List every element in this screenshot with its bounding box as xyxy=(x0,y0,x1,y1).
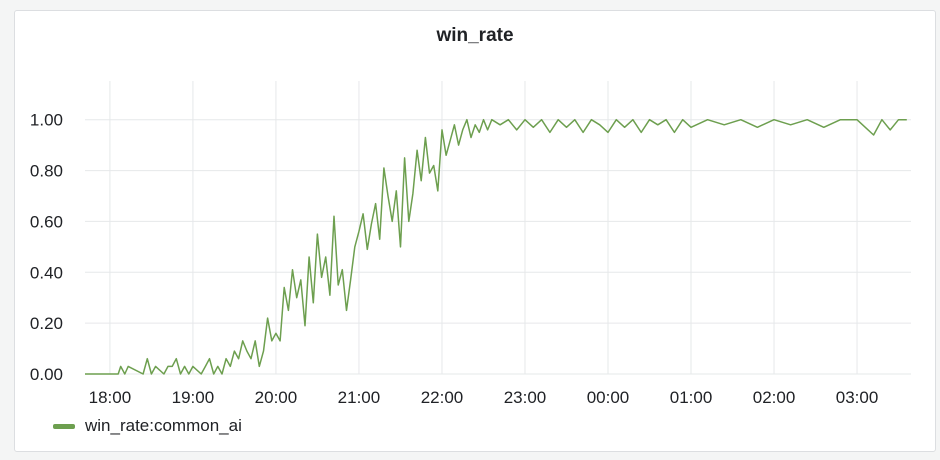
x-tick-label: 02:00 xyxy=(753,388,796,407)
series-line xyxy=(85,118,907,375)
legend-label: win_rate:common_ai xyxy=(85,416,242,435)
y-tick-label: 0.40 xyxy=(30,263,63,282)
chart-title: win_rate xyxy=(436,25,514,46)
x-tick-label: 21:00 xyxy=(338,388,381,407)
x-tick-label: 18:00 xyxy=(89,388,132,407)
x-tick-label: 22:00 xyxy=(421,388,464,407)
x-tick-label: 03:00 xyxy=(836,388,879,407)
x-tick-label: 23:00 xyxy=(504,388,547,407)
chart-legend[interactable]: win_rate:common_ai xyxy=(53,415,242,437)
y-tick-label: 0.00 xyxy=(30,365,63,384)
chart-panel: win_rate 0.00 0.20 0.40 0.60 0.80 1.00 18:00 19… xyxy=(14,10,936,452)
y-tick-label: 0.60 xyxy=(30,212,63,231)
x-tick-label: 00:00 xyxy=(587,388,630,407)
y-tick-label: 0.20 xyxy=(30,314,63,333)
x-tick-label: 20:00 xyxy=(255,388,298,407)
legend-swatch xyxy=(53,423,75,429)
y-tick-label: 0.80 xyxy=(30,162,63,181)
x-tick-label: 01:00 xyxy=(670,388,713,407)
chart-canvas: 0.00 0.20 0.40 0.60 0.80 1.00 18:00 19:00 20:00 2… xyxy=(30,81,911,407)
x-tick-label: 19:00 xyxy=(172,388,215,407)
y-tick-label: 1.00 xyxy=(30,111,63,130)
